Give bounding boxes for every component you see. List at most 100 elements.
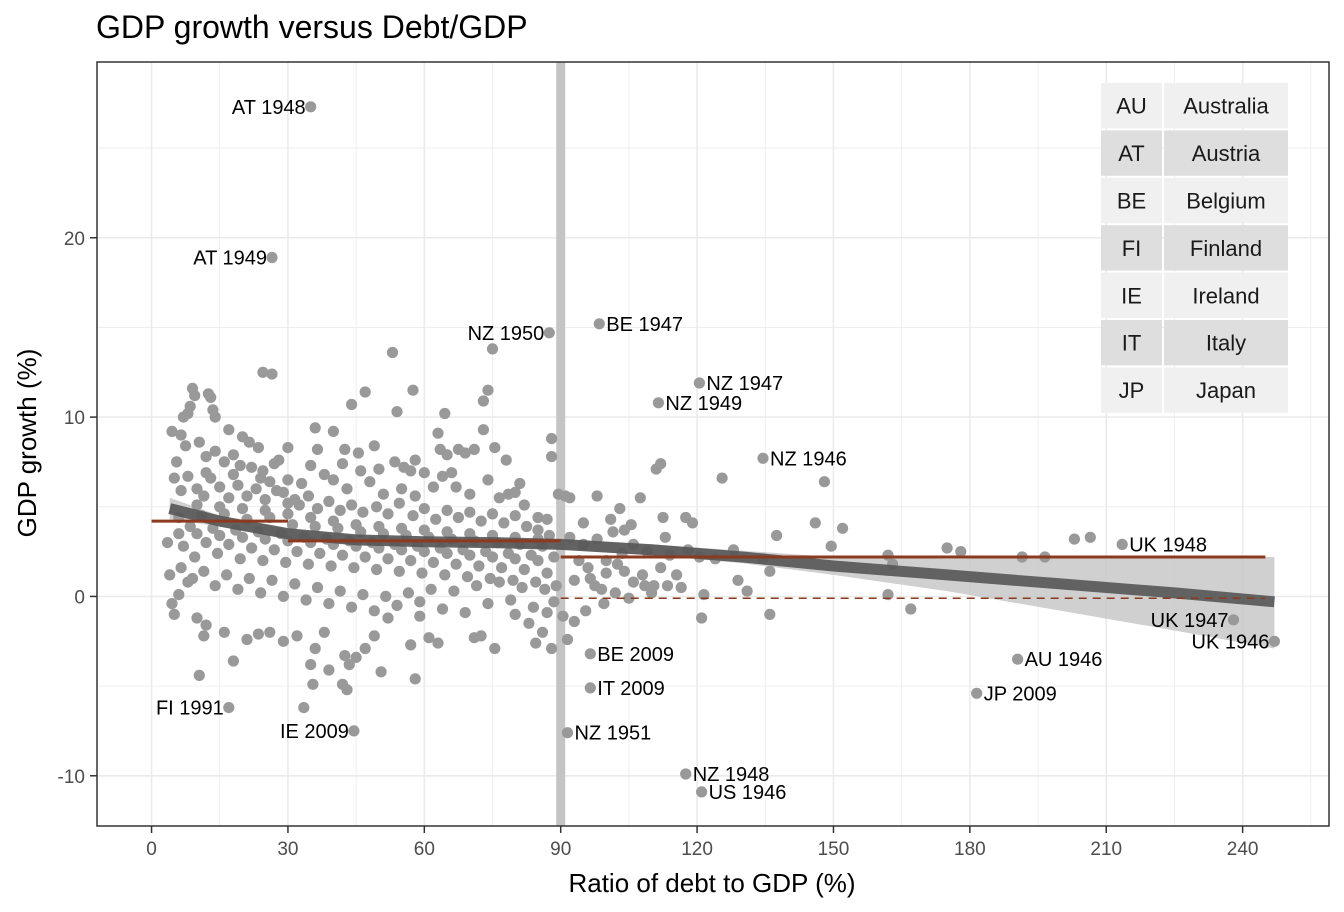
data-point bbox=[282, 508, 294, 520]
x-tick-label: 120 bbox=[681, 839, 713, 860]
y-tick-label: 10 bbox=[64, 408, 85, 429]
data-point bbox=[393, 565, 405, 577]
data-point bbox=[598, 598, 610, 610]
point-label: FI 1991 bbox=[156, 698, 224, 720]
data-point bbox=[309, 642, 321, 655]
data-point bbox=[348, 562, 360, 574]
data-point bbox=[300, 594, 312, 606]
data-point bbox=[314, 547, 326, 560]
data-point bbox=[477, 395, 489, 407]
data-point bbox=[382, 508, 394, 520]
x-tick-label: 210 bbox=[1090, 839, 1122, 860]
data-point bbox=[659, 531, 671, 543]
data-point bbox=[607, 526, 619, 538]
data-point bbox=[393, 497, 405, 509]
data-point bbox=[941, 542, 953, 554]
data-point bbox=[696, 612, 708, 624]
data-point bbox=[386, 346, 399, 359]
data-point bbox=[614, 503, 626, 515]
data-point bbox=[405, 555, 417, 567]
data-point bbox=[464, 549, 476, 561]
data-point bbox=[409, 673, 421, 685]
data-point bbox=[241, 490, 253, 502]
data-point bbox=[543, 529, 555, 542]
data-point bbox=[459, 607, 471, 619]
data-point bbox=[609, 587, 621, 599]
data-point bbox=[493, 576, 505, 588]
data-point bbox=[368, 630, 380, 642]
legend-code-cell bbox=[1101, 83, 1162, 129]
data-point bbox=[450, 558, 462, 570]
data-point bbox=[423, 632, 435, 644]
data-point bbox=[221, 569, 233, 581]
data-point bbox=[266, 574, 278, 586]
point-label: UK 1948 bbox=[1129, 534, 1207, 556]
data-point bbox=[541, 607, 553, 619]
data-point bbox=[661, 580, 674, 592]
data-point bbox=[577, 517, 590, 529]
data-point bbox=[175, 429, 187, 441]
point-label: NZ 1951 bbox=[575, 723, 652, 745]
data-point bbox=[214, 481, 226, 493]
data-point bbox=[505, 594, 517, 606]
data-point bbox=[409, 454, 421, 466]
data-point bbox=[298, 702, 310, 714]
data-point bbox=[468, 443, 480, 455]
legend-name-cell bbox=[1164, 272, 1288, 318]
data-point bbox=[471, 580, 483, 592]
data-point bbox=[259, 494, 271, 506]
data-point bbox=[523, 617, 535, 629]
data-point bbox=[461, 571, 474, 583]
data-point bbox=[396, 522, 408, 534]
data-point bbox=[277, 590, 289, 603]
data-point bbox=[546, 642, 558, 655]
data-point bbox=[409, 490, 421, 502]
data-point bbox=[518, 499, 530, 511]
data-point bbox=[1068, 533, 1080, 545]
legend-code: JP bbox=[1119, 378, 1145, 403]
x-tick-label: 150 bbox=[818, 839, 850, 860]
data-point bbox=[391, 599, 403, 612]
data-point bbox=[418, 546, 430, 558]
data-point bbox=[732, 574, 744, 586]
data-point bbox=[227, 468, 239, 481]
data-point bbox=[255, 472, 267, 484]
data-point bbox=[611, 558, 624, 570]
data-point bbox=[432, 637, 444, 649]
data-point bbox=[250, 483, 262, 495]
legend-name: Italy bbox=[1206, 331, 1246, 356]
point-label: US 1946 bbox=[709, 782, 787, 804]
data-point bbox=[548, 596, 560, 608]
legend-name: Austria bbox=[1192, 141, 1261, 166]
legend-code-cell bbox=[1101, 272, 1162, 318]
data-point bbox=[282, 442, 294, 454]
point-label: NZ 1950 bbox=[468, 323, 545, 345]
point-label: AU 1946 bbox=[1025, 649, 1103, 671]
legend-code: FI bbox=[1122, 236, 1142, 261]
data-point bbox=[191, 612, 203, 624]
data-point bbox=[171, 456, 183, 468]
data-point bbox=[741, 585, 753, 597]
data-point bbox=[764, 565, 776, 577]
data-point bbox=[273, 454, 285, 466]
data-point bbox=[475, 515, 487, 527]
data-point bbox=[205, 391, 217, 403]
data-point bbox=[439, 569, 451, 581]
data-point bbox=[657, 511, 669, 524]
data-point bbox=[464, 488, 476, 500]
data-point bbox=[343, 659, 355, 671]
data-point bbox=[323, 598, 335, 610]
y-axis-title: GDP growth (%) bbox=[12, 349, 42, 538]
data-point bbox=[482, 598, 494, 610]
data-point bbox=[493, 492, 505, 504]
data-point bbox=[541, 513, 553, 525]
data-point bbox=[568, 615, 580, 628]
data-point bbox=[546, 451, 558, 463]
labeled-data-point bbox=[223, 702, 235, 714]
legend-name: Ireland bbox=[1192, 283, 1259, 308]
data-point bbox=[271, 485, 283, 497]
data-point bbox=[486, 343, 499, 355]
data-point bbox=[477, 424, 489, 436]
data-point bbox=[161, 537, 174, 549]
data-point bbox=[211, 547, 224, 560]
